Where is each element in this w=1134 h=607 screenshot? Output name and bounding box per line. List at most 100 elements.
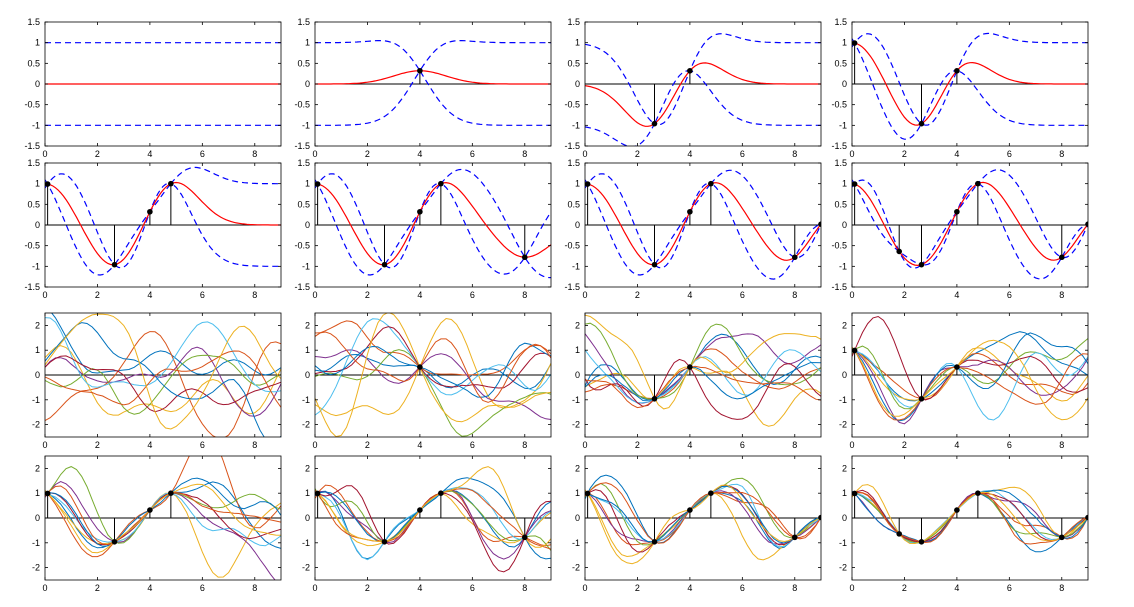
sample-line bbox=[852, 346, 1088, 421]
y-tick-label: -1 bbox=[572, 395, 580, 405]
observation-point bbox=[147, 208, 153, 215]
x-tick-label: 2 bbox=[95, 149, 100, 159]
sample-line bbox=[585, 362, 821, 401]
y-tick-label: 2 bbox=[35, 463, 40, 473]
upper-band-line bbox=[585, 169, 821, 264]
y-tick-label: -1 bbox=[302, 261, 310, 271]
x-tick-label: 2 bbox=[902, 290, 907, 300]
observation-point bbox=[852, 40, 858, 46]
observation-point bbox=[521, 534, 528, 541]
x-tick-label: 2 bbox=[95, 583, 100, 593]
panel-row2-col2: 0 2 4 6 8 -1.5 -1 -0.5 0 0.5 1 1.5 bbox=[294, 158, 552, 300]
y-tick-label: 0 bbox=[575, 513, 580, 523]
y-tick-label: -0.5 bbox=[564, 241, 580, 251]
x-tick-label: 2 bbox=[365, 290, 370, 300]
observation-point bbox=[1085, 514, 1088, 521]
y-tick-label: -1 bbox=[32, 120, 40, 130]
x-tick-label: 8 bbox=[792, 290, 797, 300]
panel-row3-col4: 0 2 4 6 8 -2 -1 0 1 2 bbox=[839, 312, 1089, 450]
x-tick-label: 6 bbox=[470, 583, 475, 593]
y-tick-label: -1 bbox=[302, 538, 310, 548]
observation-point bbox=[918, 261, 925, 268]
y-tick-label: 1 bbox=[842, 488, 847, 498]
x-tick-label: 4 bbox=[954, 583, 959, 593]
x-tick-label: 0 bbox=[849, 149, 854, 159]
x-tick-label: 6 bbox=[1007, 149, 1012, 159]
observation-point bbox=[896, 248, 902, 255]
x-tick-label: 2 bbox=[365, 440, 370, 450]
sample-line bbox=[585, 365, 821, 409]
y-tick-label: -1.5 bbox=[24, 282, 40, 292]
observation-point bbox=[651, 539, 658, 545]
y-tick-label: 0 bbox=[575, 220, 580, 230]
sample-line bbox=[315, 349, 551, 420]
y-tick-label: 2 bbox=[575, 320, 580, 330]
x-tick-label: 0 bbox=[582, 583, 587, 593]
x-tick-label: 6 bbox=[200, 440, 205, 450]
upper-band-line bbox=[315, 168, 551, 264]
y-tick-label: -1 bbox=[32, 261, 40, 271]
y-tick-label: 1 bbox=[575, 345, 580, 355]
y-tick-label: -0.5 bbox=[831, 241, 847, 251]
sample-line bbox=[315, 477, 551, 560]
x-tick-label: 8 bbox=[522, 583, 527, 593]
panel-row4-col1: 0 2 4 6 8 -2 -1 0 1 2 bbox=[32, 455, 282, 593]
y-tick-label: 1 bbox=[35, 38, 40, 48]
panel-row2-col3: 0 2 4 6 8 -1.5 -1 -0.5 0 0.5 1 1.5 bbox=[564, 158, 822, 300]
upper-band-line bbox=[852, 169, 1088, 265]
observation-point bbox=[651, 120, 658, 127]
y-tick-label: -0.5 bbox=[564, 100, 580, 110]
sample-line bbox=[852, 492, 1088, 545]
x-tick-label: 4 bbox=[417, 440, 422, 450]
observation-point bbox=[147, 507, 153, 513]
panel-row3-col2: 0 2 4 6 8 -2 -1 0 1 2 bbox=[302, 312, 552, 450]
observation-point bbox=[791, 254, 798, 261]
y-tick-label: 1 bbox=[842, 38, 847, 48]
x-tick-label: 6 bbox=[1007, 583, 1012, 593]
sample-line bbox=[315, 486, 551, 561]
sample-line bbox=[315, 317, 551, 417]
y-tick-label: -1.5 bbox=[294, 141, 310, 151]
y-tick-label: 1 bbox=[305, 488, 310, 498]
observation-point bbox=[687, 67, 693, 74]
sample-line bbox=[852, 348, 1088, 400]
y-tick-label: -1 bbox=[839, 395, 847, 405]
observation-point bbox=[417, 67, 423, 74]
observation-point bbox=[1058, 534, 1065, 541]
y-tick-label: -1 bbox=[572, 120, 580, 130]
x-tick-label: 2 bbox=[635, 583, 640, 593]
y-tick-label: -1 bbox=[302, 395, 310, 405]
panel-row4-col4: 0 2 4 6 8 -2 -1 0 1 2 bbox=[839, 455, 1089, 593]
sample-line bbox=[45, 350, 281, 408]
mean-line bbox=[585, 182, 821, 266]
x-tick-label: 0 bbox=[849, 290, 854, 300]
x-tick-label: 4 bbox=[417, 149, 422, 159]
x-tick-label: 6 bbox=[200, 290, 205, 300]
x-tick-label: 8 bbox=[252, 440, 257, 450]
y-tick-label: 0 bbox=[842, 220, 847, 230]
x-tick-label: 0 bbox=[582, 440, 587, 450]
observation-point bbox=[896, 531, 902, 537]
y-tick-label: -2 bbox=[839, 563, 847, 573]
sample-line bbox=[45, 456, 281, 558]
lower-band-line bbox=[852, 182, 1088, 280]
panel-row1-col3: 0 2 4 6 8 -1.5 -1 -0.5 0 0.5 1 1.5 bbox=[564, 17, 822, 159]
y-tick-label: 2 bbox=[575, 463, 580, 473]
y-tick-label: 1.5 bbox=[834, 158, 847, 168]
sample-line bbox=[852, 315, 1088, 401]
observation-point bbox=[438, 490, 444, 497]
sample-line bbox=[585, 322, 821, 400]
x-tick-label: 8 bbox=[252, 290, 257, 300]
x-tick-label: 8 bbox=[522, 290, 527, 300]
y-tick-label: -1.5 bbox=[294, 282, 310, 292]
x-tick-label: 6 bbox=[740, 583, 745, 593]
y-tick-label: 0 bbox=[35, 220, 40, 230]
y-tick-label: 1 bbox=[35, 345, 40, 355]
sample-line bbox=[585, 349, 821, 404]
x-tick-label: 2 bbox=[635, 149, 640, 159]
mean-line bbox=[45, 181, 281, 266]
observation-point bbox=[954, 208, 960, 215]
observation-point bbox=[45, 181, 51, 187]
x-tick-label: 8 bbox=[792, 583, 797, 593]
